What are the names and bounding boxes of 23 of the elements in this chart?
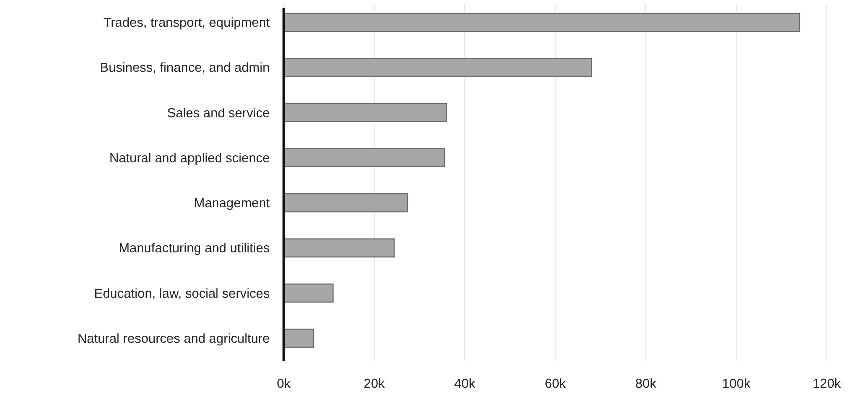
y-tick-label: Manufacturing and utilities bbox=[118, 240, 270, 256]
x-tick-label: 80k bbox=[636, 376, 657, 391]
bar bbox=[284, 284, 334, 303]
y-tick-label: Business, finance, and admin bbox=[100, 60, 270, 76]
y-tick-label: Natural resources and agriculture bbox=[78, 330, 270, 346]
bar bbox=[284, 148, 446, 168]
x-tick-label: 40k bbox=[454, 376, 476, 391]
x-tick-label: 60k bbox=[545, 376, 566, 391]
y-tick-label: Natural and applied science bbox=[110, 150, 270, 166]
bar bbox=[284, 58, 592, 78]
y-tick-label: Education, law, social services bbox=[94, 286, 270, 301]
bar bbox=[284, 13, 800, 32]
bar bbox=[284, 194, 408, 213]
y-tick-label: Trades, transport, equipment bbox=[104, 15, 270, 30]
bar bbox=[284, 238, 395, 258]
y-tick-label: Sales and service bbox=[167, 105, 270, 120]
x-tick-label: 120k bbox=[812, 376, 842, 391]
bar bbox=[284, 103, 448, 122]
y-tick-label: Management bbox=[194, 196, 270, 211]
x-tick-label: 0k bbox=[277, 376, 292, 391]
x-tick-label: 20k bbox=[364, 376, 386, 391]
x-tick-label: 100k bbox=[722, 376, 752, 391]
bar bbox=[284, 328, 314, 348]
